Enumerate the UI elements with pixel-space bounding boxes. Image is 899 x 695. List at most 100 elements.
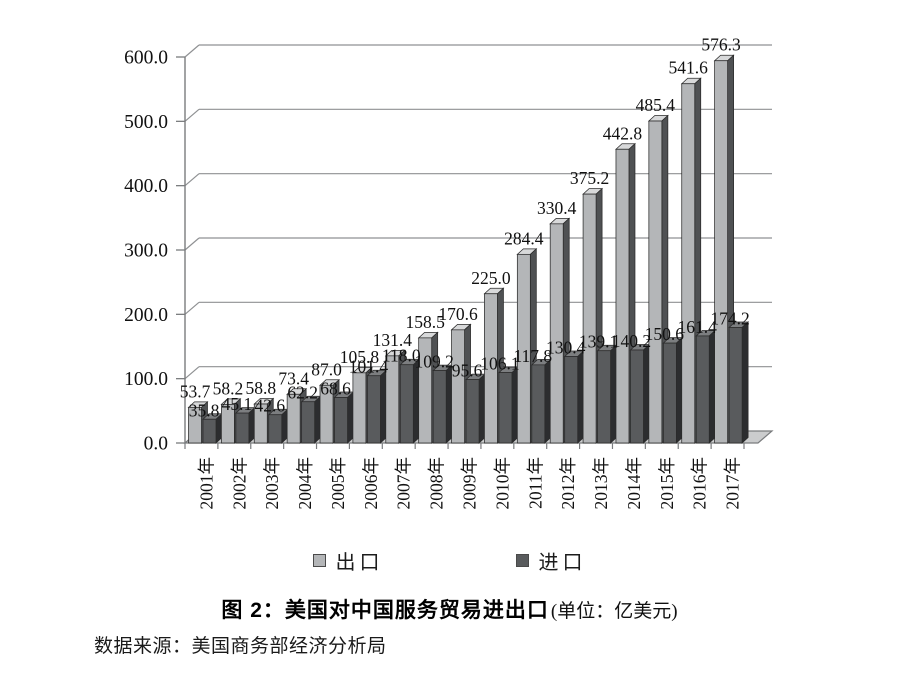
export-value-label: 58.8 <box>245 378 276 398</box>
export-value-label: 131.4 <box>373 330 413 350</box>
bar-export-2002年 <box>221 404 235 444</box>
bar-import-2016年 <box>695 335 710 444</box>
import-value-label: 62.2 <box>287 383 318 403</box>
x-axis-label: 2012年 <box>558 457 578 510</box>
import-value-label: 35.8 <box>189 400 220 420</box>
export-value-label: 375.2 <box>570 168 609 188</box>
x-axis-label: 2017年 <box>723 457 743 510</box>
gridline-depth-connector <box>184 366 200 380</box>
gridline-depth-connector <box>184 237 200 251</box>
legend-item-imports: 进口 <box>515 546 587 575</box>
bar-import-2009年 <box>465 379 480 444</box>
export-value-label: 485.4 <box>636 95 676 115</box>
x-axis-label: 2001年 <box>196 457 216 510</box>
export-value-label: 330.4 <box>537 198 577 218</box>
legend-label-imports: 进口 <box>538 552 587 574</box>
x-axis-label: 2003年 <box>262 457 282 510</box>
bar-import-2014年 <box>630 349 644 444</box>
x-axis-label: 2010年 <box>492 457 512 510</box>
bar-import-2011年 <box>531 364 546 444</box>
gridline-depth-connector <box>184 301 200 315</box>
legend-label-exports: 出口 <box>335 552 384 574</box>
import-value-label: 150.6 <box>645 324 685 344</box>
figure-caption: 图 2：美国对中国服务贸易进出口 (单位：亿美元) <box>0 594 899 624</box>
bar-export-2004年 <box>286 393 301 444</box>
import-value-label: 42.6 <box>254 396 285 416</box>
x-axis-label: 2007年 <box>394 457 414 510</box>
bar-export-2007年 <box>385 355 400 444</box>
bar-import-2013年 <box>597 350 611 444</box>
bar-import-2012年 <box>564 356 579 444</box>
import-value-label: 118.0 <box>382 346 421 366</box>
bar-import-2002年 <box>235 412 250 444</box>
export-value-label: 53.7 <box>180 381 211 401</box>
export-value-label: 576.3 <box>701 35 741 55</box>
x-axis-label: 2011年 <box>525 457 545 509</box>
bar-import-2004年 <box>301 401 316 444</box>
imports-series-swatch-icon <box>515 554 529 567</box>
export-value-label: 58.2 <box>213 378 244 398</box>
bar-export-2006年 <box>352 372 367 444</box>
bar-export-2013年 <box>582 193 597 444</box>
bar-import-2008年 <box>432 370 447 444</box>
bar-export-2003年 <box>253 403 268 444</box>
x-axis-label: 2008年 <box>427 457 447 510</box>
exports-series-swatch-icon <box>312 554 326 567</box>
bar-import-2017年-side <box>741 321 749 444</box>
bar-export-2016年 <box>681 83 696 444</box>
import-value-label: 161.4 <box>678 317 718 337</box>
y-axis-label: 500.0 <box>124 112 168 133</box>
bar-import-2001年 <box>202 418 217 444</box>
bar-export-2008年 <box>418 337 433 444</box>
export-value-label: 541.6 <box>669 58 709 78</box>
export-value-label: 442.8 <box>603 123 643 143</box>
bar-import-2005年 <box>334 397 348 444</box>
x-axis-label: 2002年 <box>229 457 249 510</box>
import-value-label: 139.1 <box>579 332 618 352</box>
export-value-label: 158.5 <box>405 312 445 332</box>
y-axis-label: 300.0 <box>124 241 168 262</box>
bar-chart-plot-area: 0.0 100.0 200.0 300.0 400.0 500.0 600.0 2001年 20… <box>124 35 774 510</box>
bar-export-2014年 <box>615 148 630 444</box>
y-axis-label: 600.0 <box>124 48 168 69</box>
bar-export-2005年 <box>319 384 334 444</box>
bar-import-2010年 <box>498 372 513 444</box>
gridline-depth-connector <box>184 173 200 187</box>
import-value-label: 95.6 <box>452 361 483 381</box>
bar-export-2015年 <box>648 120 663 444</box>
import-value-label: 106.1 <box>480 354 519 374</box>
bar-export-2012年 <box>549 223 564 444</box>
gridline-depth-connector <box>184 44 200 58</box>
bar-export-2017年 <box>714 60 728 444</box>
export-value-label: 105.8 <box>340 347 380 367</box>
export-value-label: 87.0 <box>311 359 342 379</box>
import-value-label: 101.4 <box>349 357 389 377</box>
y-axis-label: 200.0 <box>124 305 168 326</box>
data-source-note: 数据来源：美国商务部经济分析局 <box>94 636 387 657</box>
legend-item-exports: 出口 <box>312 546 384 575</box>
x-axis-label: 2004年 <box>295 457 315 510</box>
y-axis-label: 400.0 <box>124 176 168 197</box>
export-value-label: 73.4 <box>278 368 309 388</box>
figure-caption-title: 图 2：美国对中国服务贸易进出口 <box>221 599 549 622</box>
x-axis-label: 2013年 <box>591 457 611 510</box>
bar-import-2007年 <box>399 364 414 444</box>
y-axis-label: 0.0 <box>144 434 168 455</box>
bar-import-2006年 <box>367 375 381 444</box>
figure-caption-unit: (单位：亿美元) <box>550 601 678 622</box>
export-value-label: 284.4 <box>504 228 544 248</box>
import-value-label: 130.4 <box>546 338 586 358</box>
import-value-label: 117.8 <box>513 346 552 366</box>
export-value-label: 170.6 <box>438 304 478 324</box>
x-axis-label: 2015年 <box>657 457 677 510</box>
x-axis-label: 2014年 <box>624 457 644 510</box>
x-axis-label: 2016年 <box>690 457 710 510</box>
import-value-label: 109.2 <box>414 352 453 372</box>
import-value-label: 140.2 <box>612 331 651 351</box>
export-value-label: 225.0 <box>471 268 511 288</box>
x-axis-label: 2006年 <box>361 457 381 510</box>
gridline-depth-connector <box>184 108 200 122</box>
import-value-label: 45.1 <box>222 394 253 414</box>
chart-legend: 出口 进口 <box>0 546 899 575</box>
